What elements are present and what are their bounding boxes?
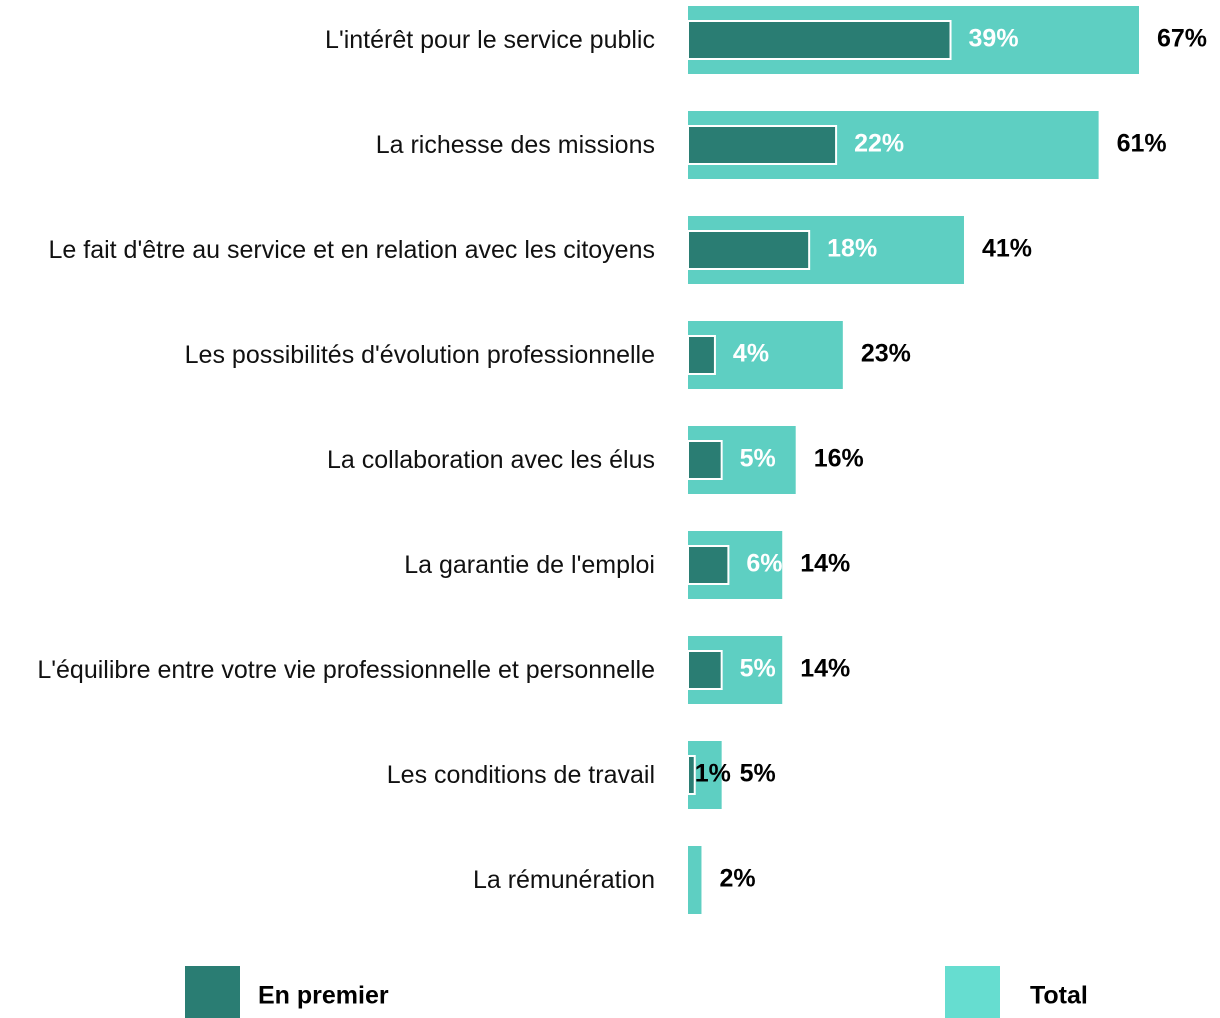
category-label: L'équilibre entre votre vie professionne… xyxy=(37,655,655,684)
first-label: 39% xyxy=(969,25,1019,53)
category-label: L'intérêt pour le service public xyxy=(325,25,655,54)
category-label: La rémunération xyxy=(472,865,655,894)
bar-first xyxy=(687,335,716,375)
category-label-box: La richesse des missions xyxy=(375,130,655,159)
bar-first xyxy=(687,20,952,60)
bar-first xyxy=(687,440,723,480)
first-label: 5% xyxy=(740,445,776,473)
total-label: 2% xyxy=(719,865,755,893)
first-label: 5% xyxy=(740,655,776,683)
bar-first xyxy=(687,755,696,795)
total-label: 61% xyxy=(1117,130,1167,158)
legend-label: En premier xyxy=(258,982,389,1010)
total-label: 67% xyxy=(1157,25,1207,53)
category-label: Les conditions de travail xyxy=(386,760,655,789)
category-label-box: Les possibilités d'évolution professionn… xyxy=(184,340,655,369)
legend-swatch xyxy=(945,966,1000,1018)
category-label: Les possibilités d'évolution professionn… xyxy=(184,340,655,369)
total-label: 14% xyxy=(800,550,850,578)
legend-label: Total xyxy=(1030,982,1088,1010)
bar-total xyxy=(688,846,702,914)
bar-first xyxy=(687,230,811,270)
first-label: 6% xyxy=(746,550,782,578)
category-label: La collaboration avec les élus xyxy=(327,445,655,474)
first-label: 1% xyxy=(695,760,731,788)
total-label: 23% xyxy=(861,340,911,368)
first-label: 22% xyxy=(854,130,904,158)
category-label-box: L'équilibre entre votre vie professionne… xyxy=(37,655,655,684)
total-label: 5% xyxy=(740,760,776,788)
legend-swatch xyxy=(185,966,240,1018)
category-label-box: L'intérêt pour le service public xyxy=(325,25,655,54)
category-label: La garantie de l'emploi xyxy=(404,550,655,579)
category-label: Le fait d'être au service et en relation… xyxy=(48,235,656,264)
category-label-box: La garantie de l'emploi xyxy=(404,550,655,579)
category-label-box: La collaboration avec les élus xyxy=(327,445,655,474)
category-label-box: Les conditions de travail xyxy=(386,760,655,789)
first-label: 18% xyxy=(827,235,877,263)
category-label-box: Le fait d'être au service et en relation… xyxy=(48,235,656,264)
bar-first xyxy=(687,650,723,690)
bar-first xyxy=(687,125,838,165)
total-label: 41% xyxy=(982,235,1032,263)
total-label: 14% xyxy=(800,655,850,683)
category-label-box: La rémunération xyxy=(472,865,655,894)
bar-first xyxy=(687,545,730,585)
first-label: 4% xyxy=(733,340,769,368)
total-label: 16% xyxy=(814,445,864,473)
category-label: La richesse des missions xyxy=(375,130,655,159)
